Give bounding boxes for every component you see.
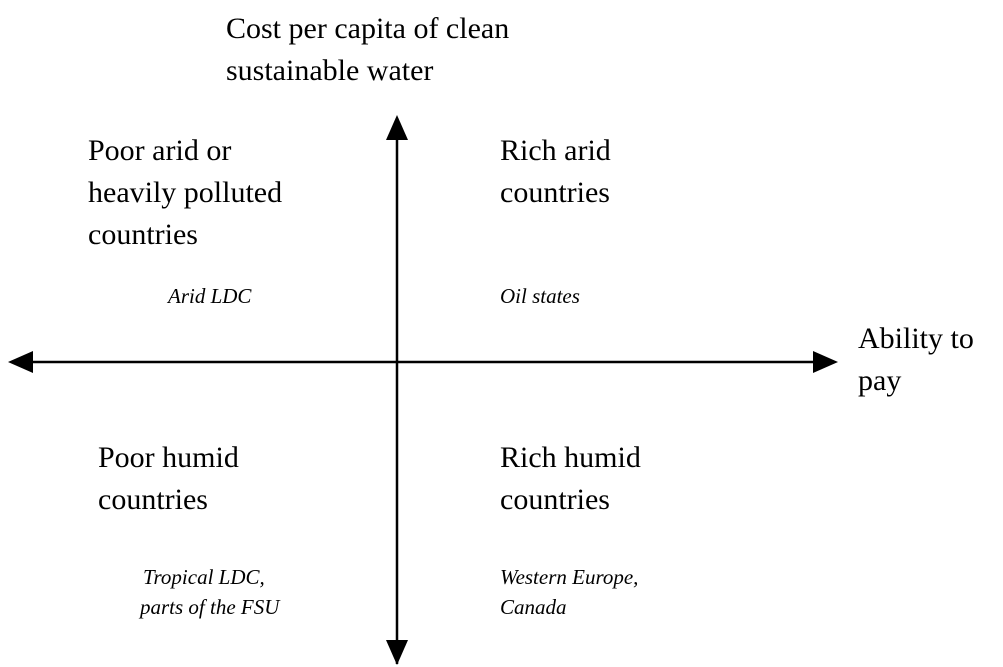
quadrant-example: Tropical LDC, — [143, 565, 265, 589]
quadrant-example: Oil states — [500, 284, 580, 308]
quadrant-example: Western Europe, — [500, 565, 638, 589]
arrowhead — [386, 640, 408, 665]
quadrant-title: Poor humid — [98, 441, 239, 474]
axes — [8, 115, 838, 665]
quadrant-example: Canada — [500, 595, 567, 619]
y-axis-label: sustainable water — [226, 54, 433, 87]
quadrant-title: countries — [88, 218, 198, 251]
arrowhead — [386, 115, 408, 140]
quadrant-title: Poor arid or — [88, 134, 231, 167]
quadrant-example: Arid LDC — [166, 284, 252, 308]
x-axis-label: pay — [858, 364, 901, 397]
quadrant-title: countries — [500, 176, 610, 209]
quadrant-title: countries — [500, 483, 610, 516]
arrowhead — [813, 351, 838, 373]
quadrant-example: parts of the FSU — [138, 595, 281, 619]
quadrant-title: heavily polluted — [88, 176, 282, 209]
x-axis-label: Ability to — [858, 322, 974, 355]
quadrant-title: countries — [98, 483, 208, 516]
arrowhead — [8, 351, 33, 373]
quadrant-title: Rich humid — [500, 441, 641, 474]
quadrant-title: Rich arid — [500, 134, 611, 167]
y-axis-label: Cost per capita of clean — [226, 12, 509, 45]
